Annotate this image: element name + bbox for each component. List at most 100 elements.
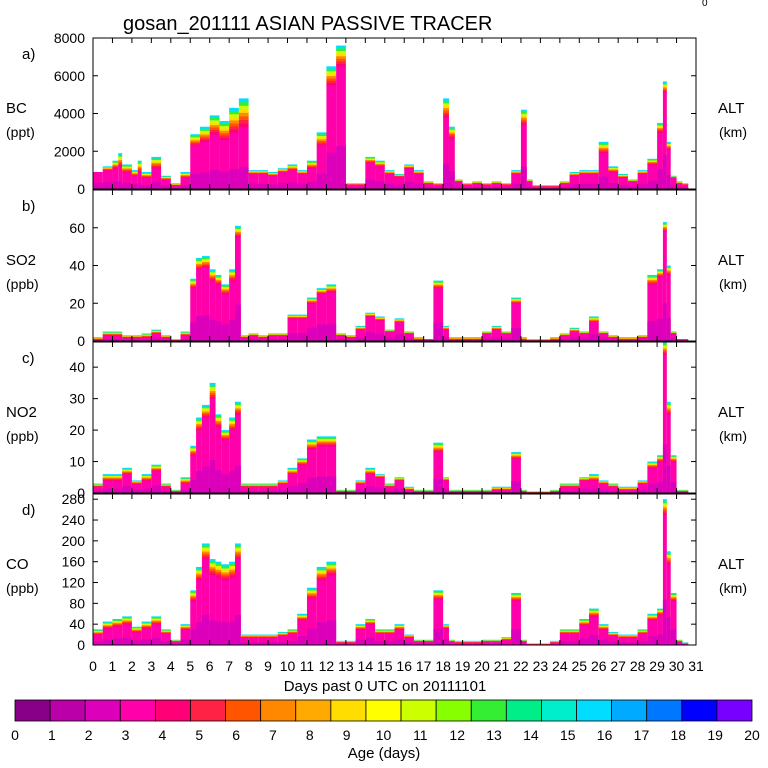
bar-age-layer: [326, 66, 337, 69]
data-bar: [618, 634, 628, 645]
bar-age-layer: [637, 482, 648, 484]
bar-age-layer: [462, 337, 473, 338]
bar-age-layer: [258, 170, 269, 172]
bar-age-layer: [112, 333, 123, 335]
bar-age-layer: [433, 594, 444, 597]
bar-base: [454, 642, 463, 645]
bar-age-layer: [569, 175, 580, 177]
bar-base: [287, 318, 298, 341]
data-bar: [423, 639, 434, 645]
bar-age-layer: [122, 623, 132, 625]
bar-age-layer: [234, 234, 241, 237]
bar-age-layer: [443, 478, 449, 480]
bar-base: [657, 461, 663, 493]
bar-age-layer: [365, 156, 376, 158]
data-bar: [608, 335, 619, 341]
bar-age-layer: [215, 425, 222, 428]
data-bar: [682, 489, 689, 493]
bar-age-layer: [569, 485, 580, 487]
bar-age-layer: [229, 270, 235, 273]
bar-age-layer: [196, 423, 202, 426]
bar-age-layer: [394, 318, 405, 320]
bar-age-layer: [201, 264, 210, 267]
bar-age-layer: [598, 480, 609, 482]
bar-age-layer: [662, 351, 667, 354]
bar-age-layer: [221, 286, 230, 289]
bar-age-layer: [598, 147, 609, 150]
bar-age-layer: [326, 437, 337, 440]
bar-base-inner: [443, 337, 449, 341]
data-bar: [287, 467, 298, 493]
bar-age-layer: [670, 459, 677, 462]
data-bar: [355, 183, 366, 189]
x-tick-label: 19: [455, 658, 471, 674]
bar-age-layer: [598, 144, 609, 147]
bar-age-layer: [196, 422, 202, 425]
bar-base-inner: [637, 640, 648, 645]
bar-age-layer: [336, 333, 346, 334]
bar-base: [559, 183, 570, 189]
bar-age-layer: [297, 317, 307, 319]
data-bar: [190, 445, 197, 493]
bar-age-layer: [137, 162, 142, 164]
bar-age-layer: [268, 483, 278, 485]
bar-age-layer: [355, 325, 366, 327]
bar-base-inner: [316, 622, 327, 645]
bar-base-inner: [297, 636, 307, 645]
bar-base-inner: [559, 339, 570, 341]
bar-age-layer: [112, 623, 123, 625]
bar-age-layer: [248, 484, 259, 486]
bar-age-layer: [306, 298, 317, 300]
bar-base-inner: [209, 459, 216, 493]
bar-age-layer: [199, 126, 210, 129]
bar-age-layer: [131, 628, 142, 630]
bar-age-layer: [161, 631, 171, 633]
bar-age-layer: [384, 486, 395, 488]
bar-age-layer: [355, 326, 366, 328]
bar-age-layer: [180, 174, 191, 176]
bar-age-layer: [355, 481, 366, 483]
bar-base-inner: [662, 302, 667, 341]
bar-base-inner: [355, 337, 366, 341]
data-bar: [141, 474, 152, 493]
bar-age-layer: [598, 150, 609, 153]
bar-age-layer: [647, 283, 658, 285]
bar-base: [423, 183, 434, 189]
bar-age-layer: [559, 486, 570, 488]
bar-age-layer: [670, 331, 677, 333]
data-bar: [404, 486, 414, 493]
bar-age-layer: [268, 172, 278, 173]
bar-age-layer: [118, 159, 123, 162]
bar-age-layer: [589, 613, 599, 615]
data-bar: [248, 170, 259, 189]
bar-age-layer: [433, 446, 444, 448]
bar-age-layer: [394, 477, 405, 479]
bar-base: [258, 337, 269, 341]
bar-age-layer: [511, 301, 521, 303]
bar-age-layer: [287, 629, 298, 631]
bar-age-layer: [608, 170, 619, 172]
bar-age-layer: [131, 173, 138, 175]
bar-base-inner: [215, 469, 222, 493]
data-bar: [657, 122, 663, 189]
data-bar: [180, 624, 191, 645]
bar-age-layer: [598, 482, 609, 484]
bar-base-inner: [618, 185, 628, 189]
bar-age-layer: [433, 443, 444, 446]
bar-age-layer: [234, 409, 241, 412]
bar-age-layer: [201, 263, 210, 265]
bar-age-layer: [443, 477, 449, 479]
bar-age-layer: [501, 487, 512, 489]
bar-age-layer: [454, 337, 463, 338]
panel-unit: (ppb): [6, 276, 39, 292]
bar-age-layer: [608, 171, 619, 173]
bar-age-layer: [112, 620, 123, 622]
bar-age-layer: [443, 98, 449, 102]
data-bar: [201, 543, 210, 645]
bar-age-layer: [306, 165, 317, 167]
bar-age-layer: [647, 276, 658, 278]
bar-age-layer: [268, 486, 278, 488]
colorbar-swatch: [190, 699, 226, 722]
bar-age-layer: [657, 456, 663, 458]
bar-age-layer: [112, 333, 123, 335]
